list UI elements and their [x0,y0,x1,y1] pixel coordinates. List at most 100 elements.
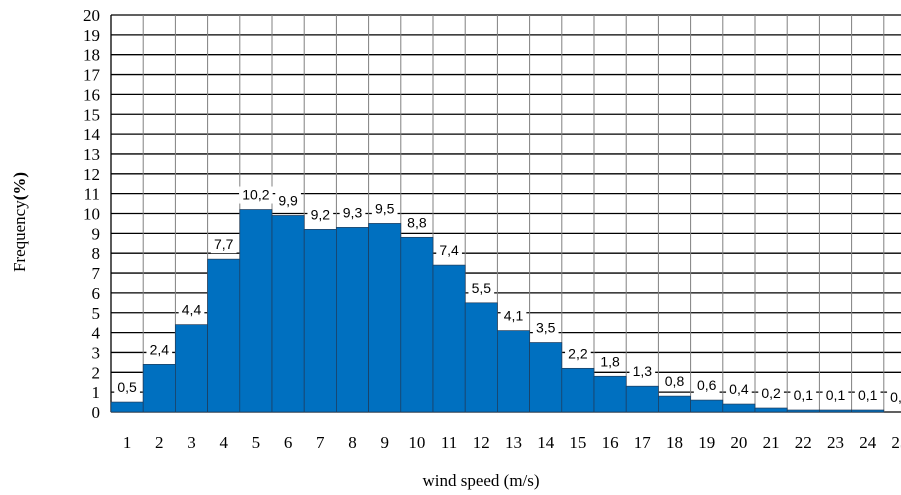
x-tick-label: 4 [219,433,228,452]
data-label-bg [146,341,173,359]
x-tick-label: 12 [473,433,490,452]
y-tick-label: 0 [92,403,101,422]
x-tick-label: 15 [569,433,586,452]
data-label: 1,3 [633,363,653,379]
bar [658,395,691,413]
x-tick-label: 13 [505,433,522,452]
x-tick-label: 8 [348,433,357,452]
x-axis-ticks: 1 2 3 4 5 6 7 8 9 10 11 12 13 14 15 16 17 18 19 20 21 22 23 24 2… [123,433,901,452]
bar [175,324,208,413]
bar [110,401,144,413]
y-tick-label: 20 [83,6,100,25]
data-label: 7,7 [214,236,234,252]
data-label: 0,1 [826,387,846,403]
x-tick-label: 25 [891,433,901,452]
x-tick-label: 21 [763,433,780,452]
y-tick-label: 2 [92,363,101,382]
bar [142,364,176,413]
data-label-bg [275,192,301,210]
y-tick-label: 13 [83,145,100,164]
x-tick-label: 16 [602,433,619,452]
x-tick-label: 1 [123,433,132,452]
x-tick-label: 5 [252,433,261,452]
y-tick-label: 19 [83,26,100,45]
bars [110,209,885,413]
y-tick-label: 15 [83,105,100,124]
bar [625,385,659,413]
data-label-bg [210,236,237,254]
bar [432,264,466,413]
bar [754,407,788,413]
y-tick-label: 8 [92,244,101,263]
data-label: 7,4 [439,242,459,258]
x-tick-label: 7 [316,433,325,452]
y-tick-label: 12 [83,165,100,184]
data-label-bg [565,345,591,363]
y-tick-label: 17 [83,66,101,85]
bar [690,399,724,413]
data-label-bg [597,353,623,371]
bar [368,223,402,413]
data-label: 2,4 [150,341,170,357]
data-label-bg [887,389,901,406]
y-tick-label: 7 [92,264,101,283]
data-label-bg [114,379,140,397]
bar [786,409,820,413]
y-axis-title-unit: (%) [10,172,29,200]
bar [207,258,241,413]
y-tick-label: 18 [83,46,100,65]
data-label-bg [239,186,273,204]
data-label-bg [436,242,462,260]
data-label-bg [178,301,205,319]
bar [239,209,273,413]
data-label-bg [758,385,784,403]
bar [819,409,852,413]
bar [851,409,885,413]
y-tick-label: 3 [92,343,101,362]
bar [561,367,595,413]
x-tick-label: 18 [666,433,683,452]
y-axis-title: Frequency(%) [10,172,29,272]
data-label-bg [693,377,720,395]
y-tick-label: 11 [84,185,100,204]
data-label: 0,1 [794,387,814,403]
data-label: 4,4 [182,302,202,318]
x-tick-label: 24 [859,433,877,452]
x-axis-title: wind speed (m/s) [422,471,539,490]
x-tick-label: 11 [441,433,457,452]
x-tick-label: 14 [537,433,555,452]
data-label: 8,8 [407,214,427,230]
data-label: 0,5 [117,379,137,395]
data-label-bg [790,387,817,405]
data-label-bg [500,307,527,325]
data-label: 4,1 [504,308,524,324]
x-tick-label: 20 [730,433,747,452]
bar [303,229,337,413]
data-label: 2,2 [568,345,588,361]
data-label-bg [468,279,495,297]
bar [497,330,530,413]
data-label-bg [629,363,656,381]
data-label-bg [404,214,430,232]
data-label-bg [307,206,334,224]
data-label-bg [339,204,366,222]
data-label: 0,8 [665,373,685,389]
data-label: 9,9 [278,192,298,208]
x-tick-label: 3 [187,433,196,452]
y-tick-label: 14 [83,125,101,144]
data-label-bg [822,387,849,405]
x-tick-label: 17 [634,433,652,452]
data-label-bg [661,373,688,391]
data-label-bg [532,319,559,337]
data-label: 0,4 [729,381,749,397]
y-tick-label: 10 [83,205,100,224]
y-tick-label: 4 [92,324,101,343]
bar [529,342,563,413]
x-tick-label: 22 [795,433,812,452]
data-label: 1,8 [600,353,620,369]
data-label: 0,6 [697,377,717,393]
data-label-bg [726,381,752,399]
data-label: 9,2 [311,206,331,222]
